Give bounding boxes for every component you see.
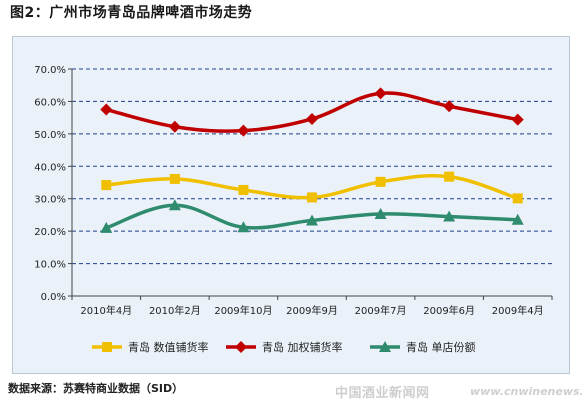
data-point-series-2	[374, 87, 387, 100]
legend-label: 青岛 加权铺货率	[262, 340, 343, 354]
data-point-series-1	[444, 171, 455, 182]
legend-label: 青岛 数值铺货率	[128, 340, 209, 354]
legend-marker	[102, 342, 112, 352]
data-point-series-1	[375, 176, 386, 187]
y-tick-label: 70.0%	[34, 65, 66, 76]
data-point-series-1	[238, 184, 249, 195]
data-point-series-2	[168, 120, 181, 133]
data-point-series-1	[512, 193, 523, 204]
y-tick-label: 50.0%	[34, 130, 66, 141]
data-point-series-3	[511, 213, 524, 225]
data-point-series-2	[100, 103, 113, 116]
data-point-series-1	[101, 180, 112, 191]
x-tick-label: 2010年2月	[149, 304, 201, 317]
data-point-series-3	[168, 199, 181, 211]
y-tick-label: 20.0%	[34, 227, 66, 238]
data-point-series-3	[100, 221, 113, 233]
data-point-series-3	[443, 210, 456, 222]
legend-marker	[379, 341, 391, 352]
data-point-series-1	[169, 173, 180, 184]
data-point-series-3	[374, 207, 387, 219]
data-point-series-2	[237, 124, 250, 137]
site-watermark-url: www.cnwinenews.com	[470, 385, 582, 398]
legend-marker	[235, 341, 247, 353]
y-tick-label: 0.0%	[41, 292, 66, 303]
x-tick-label: 2009年10月	[214, 304, 272, 317]
legend-label: 青岛 单店份额	[406, 340, 476, 354]
y-tick-label: 60.0%	[34, 97, 66, 108]
x-tick-label: 2009年4月	[492, 304, 544, 317]
x-tick-label: 2009年6月	[423, 304, 475, 317]
chart-panel	[12, 36, 570, 374]
line-chart: 0.0% 10.0% 20.0% 30.0% 40.0% 50.0% 60.0% 70.0% 2…	[34, 65, 553, 354]
y-tick-label: 10.0%	[34, 260, 66, 271]
x-tick-label: 2009年9月	[286, 304, 338, 317]
data-point-series-3	[237, 221, 250, 233]
data-point-series-2	[511, 113, 524, 126]
site-watermark: 中国酒业新闻网	[335, 386, 430, 401]
x-tick-label: 2010年4月	[80, 304, 132, 317]
chart-title: 图2：广州市场青岛品牌啤酒市场走势	[10, 5, 253, 21]
data-point-series-2	[306, 112, 318, 125]
x-tick-label: 2009年7月	[355, 304, 407, 317]
data-point-series-3	[306, 214, 318, 226]
y-tick-label: 40.0%	[34, 162, 66, 173]
data-point-series-2	[443, 100, 456, 113]
data-point-series-1	[307, 192, 317, 203]
y-tick-label: 30.0%	[34, 195, 66, 206]
series-line-2	[105, 91, 519, 133]
data-source-note: 数据来源：苏赛特商业数据（SID）	[8, 382, 184, 395]
